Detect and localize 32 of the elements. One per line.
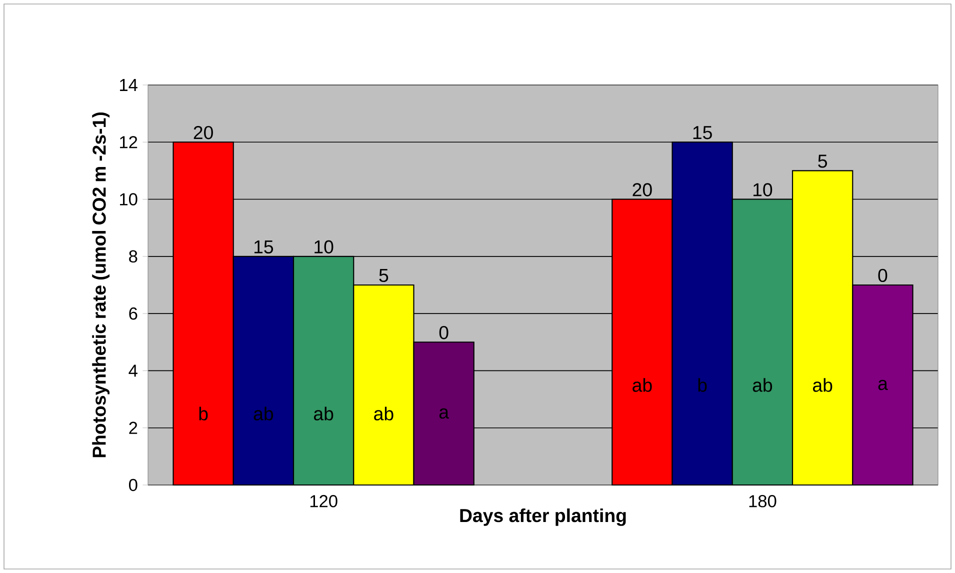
data-label: ab	[314, 406, 334, 420]
series-label: 20	[194, 126, 213, 140]
series-label: 10	[314, 240, 334, 254]
y-tick-label: 8	[129, 250, 138, 263]
x-tick-label: 180	[749, 495, 776, 508]
text: 15	[254, 240, 274, 254]
data-label: ab	[254, 406, 274, 420]
data-label: ab	[812, 378, 832, 392]
data-label: b	[698, 378, 707, 392]
data-label: a	[878, 380, 888, 390]
data-label: ab	[374, 406, 394, 420]
y-tick-label: 14	[120, 79, 138, 91]
y-tick-label: 12	[120, 136, 138, 148]
y-tick-label: 4	[128, 364, 138, 377]
y-tick-label: 0	[128, 478, 138, 492]
y-axis-title: Photosynthetic rate (umol CO2 m -2s-1)	[92, 112, 110, 458]
text: 0	[878, 268, 888, 282]
series-label: 5	[379, 269, 388, 282]
y-tick-label: 2	[129, 422, 138, 434]
series-label: 0	[439, 326, 448, 340]
y-tick-label: 6	[129, 307, 138, 320]
series-label: 15	[693, 126, 712, 140]
text: 10	[753, 183, 772, 196]
data-label: a	[439, 408, 450, 419]
x-axis-title: Days after planting	[460, 508, 626, 526]
text: 5	[818, 154, 827, 168]
data-label: ab	[752, 378, 772, 392]
x-tick-label: 120	[310, 495, 338, 508]
text: 20	[632, 183, 652, 196]
data-label: b	[199, 406, 208, 420]
data-label: ab	[632, 378, 652, 392]
y-tick-label: 10	[120, 193, 138, 206]
